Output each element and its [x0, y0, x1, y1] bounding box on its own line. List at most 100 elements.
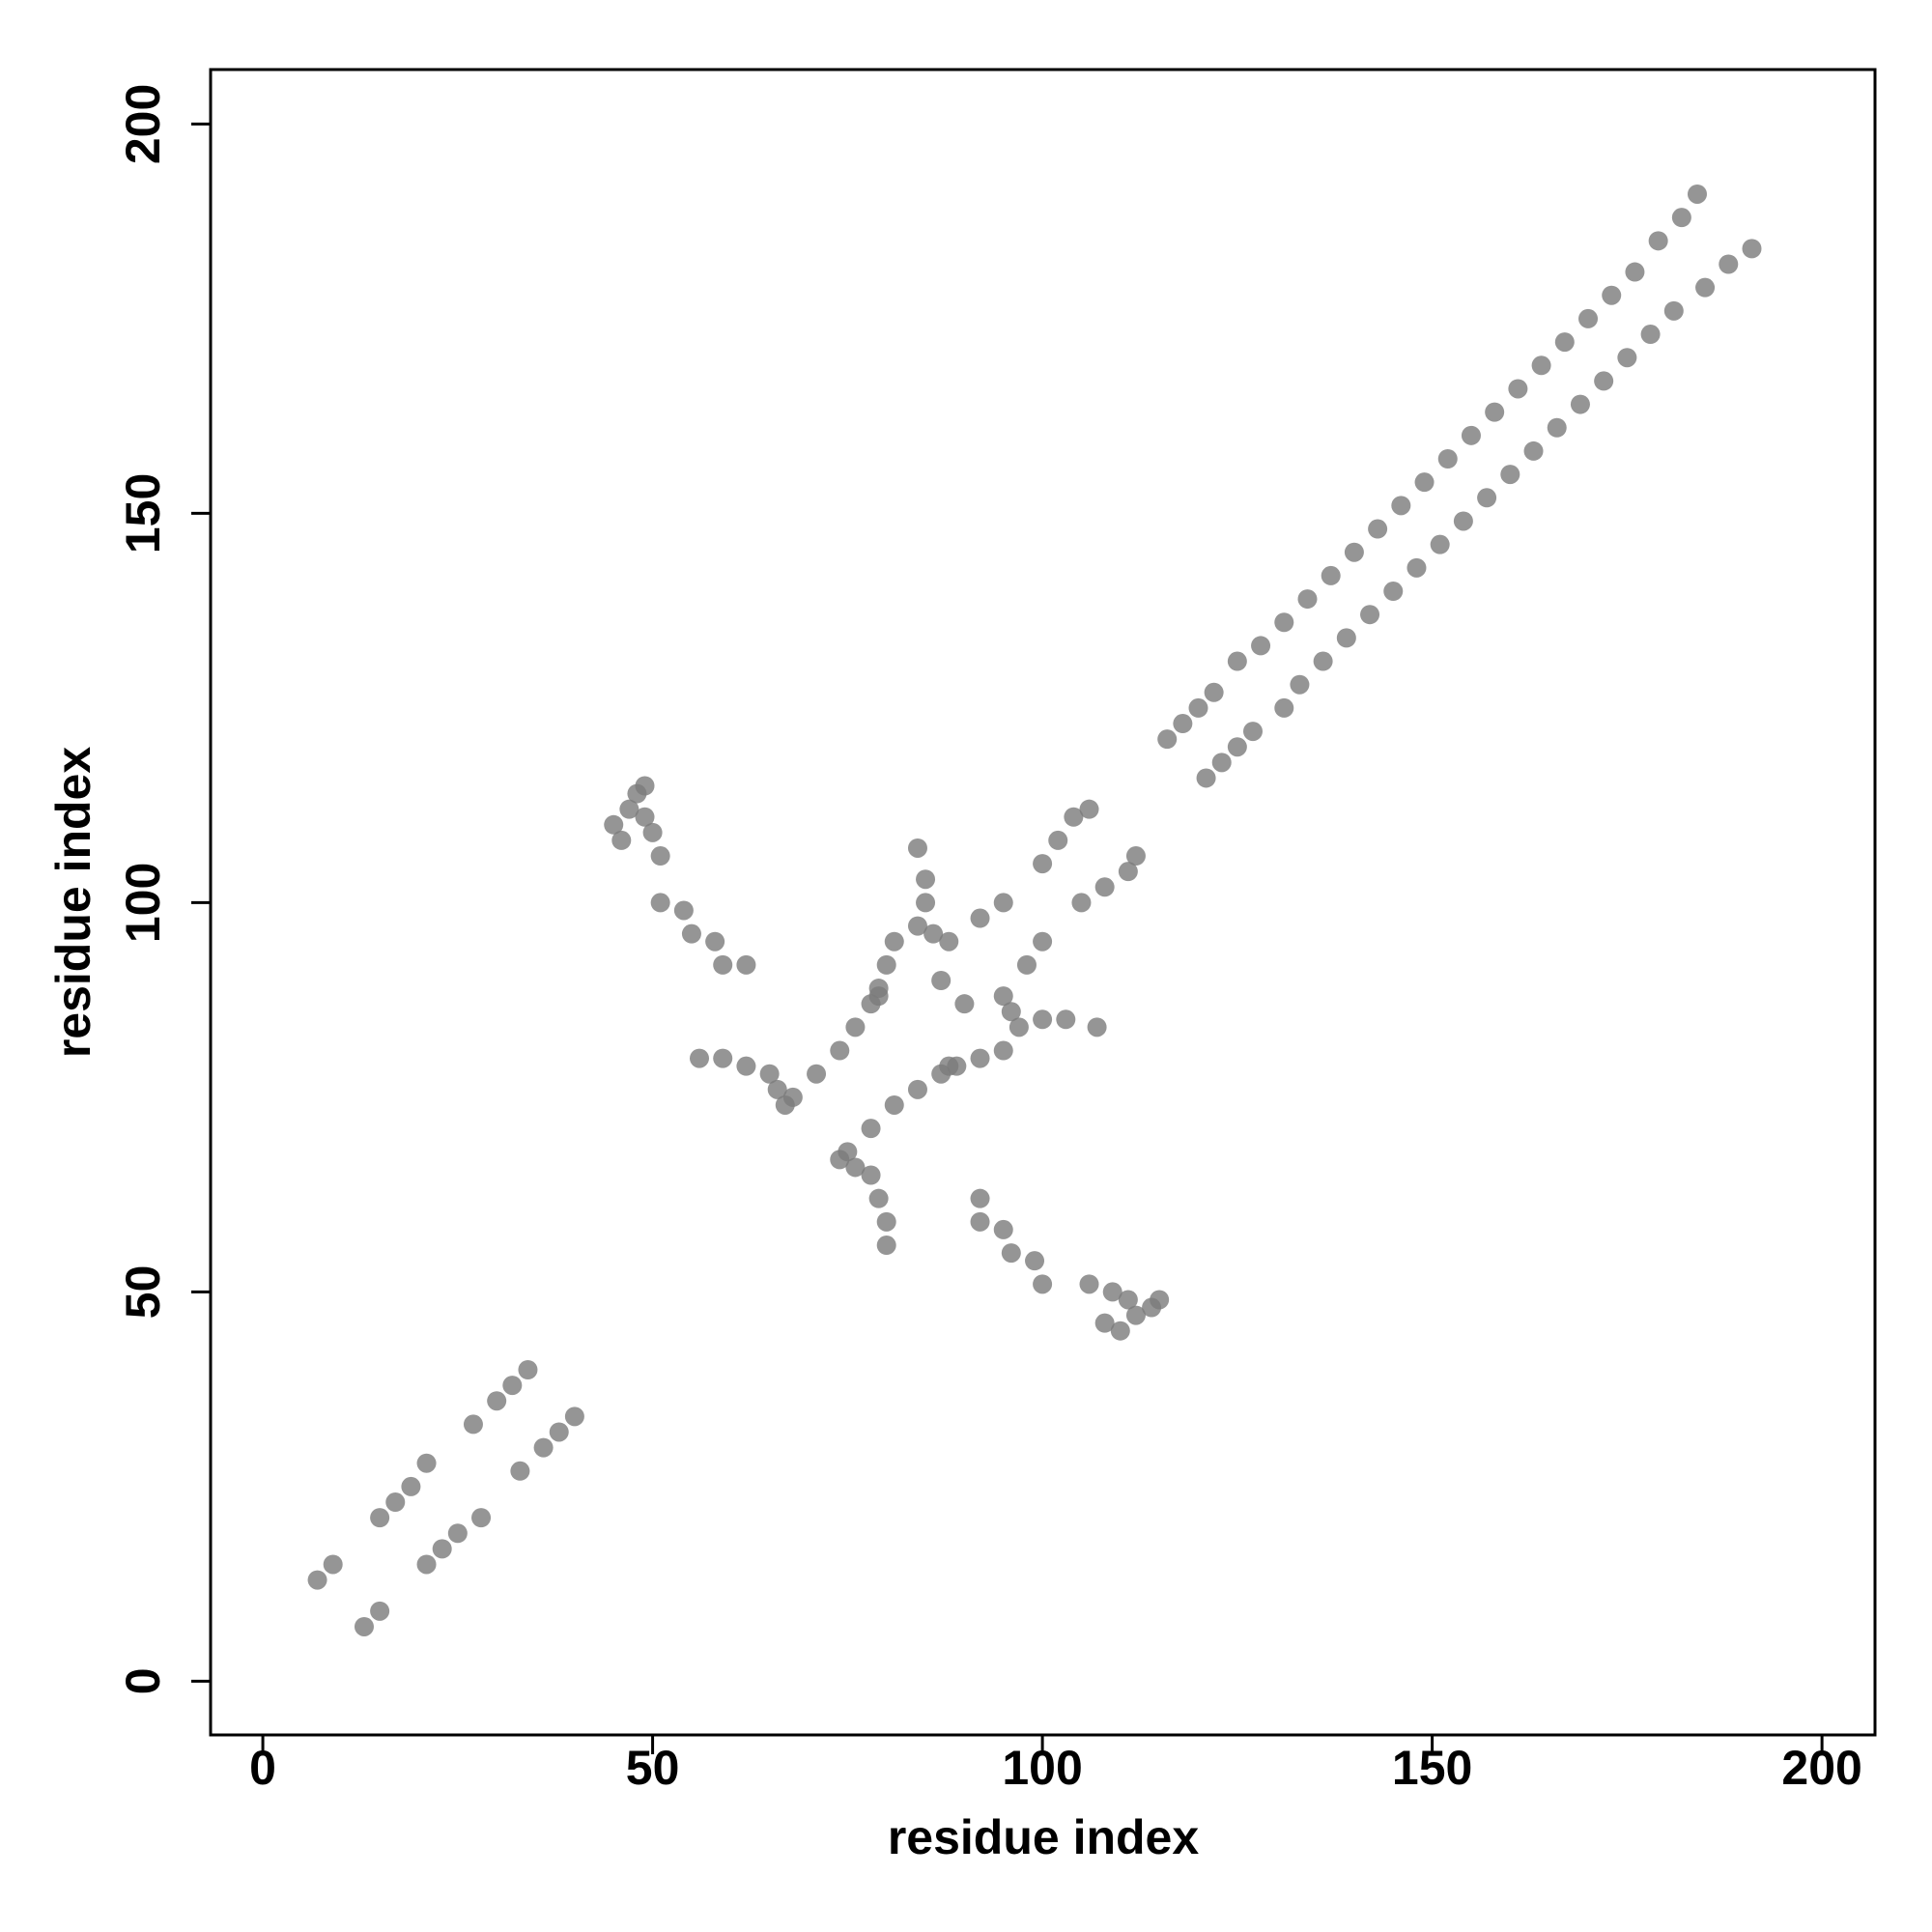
point: [1313, 651, 1333, 671]
point: [518, 1359, 538, 1379]
point: [861, 1165, 881, 1185]
point: [502, 1376, 523, 1396]
point: [1554, 332, 1575, 353]
point: [1477, 488, 1497, 508]
y-tick-label: 200: [116, 84, 170, 164]
point: [1414, 472, 1435, 493]
point: [1048, 830, 1068, 850]
point: [354, 1616, 374, 1636]
y-tick-label: 50: [116, 1265, 170, 1320]
point: [1500, 465, 1520, 485]
point: [1719, 254, 1739, 274]
point: [1547, 417, 1567, 438]
y-tick-label: 0: [116, 1667, 170, 1694]
point: [1602, 285, 1622, 305]
x-tick-label: 150: [1392, 1741, 1472, 1795]
point: [1430, 534, 1450, 554]
point: [533, 1437, 554, 1458]
point: [868, 1188, 889, 1208]
point: [939, 1056, 959, 1076]
point: [931, 971, 952, 991]
point: [1695, 277, 1716, 298]
point: [1508, 379, 1528, 399]
point: [830, 1150, 850, 1170]
point: [1204, 682, 1224, 702]
point: [876, 1236, 896, 1256]
y-axis-title: residue index: [46, 747, 100, 1059]
point: [907, 838, 927, 858]
x-tick-label: 50: [626, 1741, 680, 1795]
point: [1640, 325, 1661, 345]
point: [1033, 931, 1053, 952]
point: [1033, 1009, 1053, 1030]
point: [1297, 589, 1318, 610]
point: [1523, 440, 1544, 461]
point: [993, 986, 1013, 1007]
point: [673, 900, 694, 921]
point: [307, 1570, 327, 1590]
point: [1125, 846, 1146, 867]
point: [1001, 1002, 1021, 1022]
point: [1290, 674, 1310, 695]
point: [876, 1211, 896, 1232]
point: [807, 1064, 827, 1084]
point: [1157, 729, 1178, 750]
point: [1406, 557, 1427, 578]
point: [1110, 1321, 1130, 1341]
point: [993, 1040, 1013, 1061]
point: [1453, 511, 1473, 531]
point: [705, 931, 725, 952]
point: [604, 814, 624, 835]
point: [845, 1017, 866, 1037]
point: [690, 1048, 710, 1068]
point: [916, 869, 936, 890]
point: [884, 1094, 904, 1115]
point: [1094, 877, 1115, 897]
point: [635, 807, 655, 827]
point: [1391, 496, 1411, 516]
point: [1211, 753, 1232, 773]
point: [1344, 542, 1364, 562]
point: [1531, 355, 1551, 376]
point: [759, 1064, 780, 1084]
point: [916, 893, 936, 913]
point: [1663, 300, 1684, 321]
point: [1687, 184, 1707, 204]
point: [681, 923, 701, 944]
point: [713, 1048, 733, 1068]
point: [1251, 636, 1271, 656]
point: [713, 954, 733, 975]
point: [1742, 239, 1762, 259]
point: [1368, 519, 1388, 539]
point: [1196, 768, 1216, 788]
point: [970, 1211, 990, 1232]
point: [861, 1119, 881, 1139]
point: [736, 1056, 756, 1076]
point: [830, 1040, 850, 1061]
point: [845, 1157, 866, 1178]
point: [876, 954, 896, 975]
point: [923, 923, 944, 944]
y-tick-label: 150: [116, 473, 170, 554]
point: [993, 893, 1013, 913]
point: [650, 893, 670, 913]
x-tick-label: 100: [1002, 1741, 1082, 1795]
point: [1094, 1313, 1115, 1333]
point: [1016, 954, 1037, 975]
point: [619, 799, 639, 819]
point: [1648, 231, 1668, 251]
point: [370, 1601, 390, 1621]
point: [1242, 722, 1263, 742]
point: [564, 1406, 584, 1427]
point: [993, 1219, 1013, 1239]
point: [1437, 448, 1458, 469]
point: [1274, 612, 1294, 633]
point: [1056, 1009, 1076, 1030]
point: [736, 954, 756, 975]
point: [1485, 402, 1505, 422]
point: [884, 931, 904, 952]
point: [1118, 1290, 1138, 1310]
point: [1594, 371, 1614, 391]
point: [954, 994, 975, 1014]
